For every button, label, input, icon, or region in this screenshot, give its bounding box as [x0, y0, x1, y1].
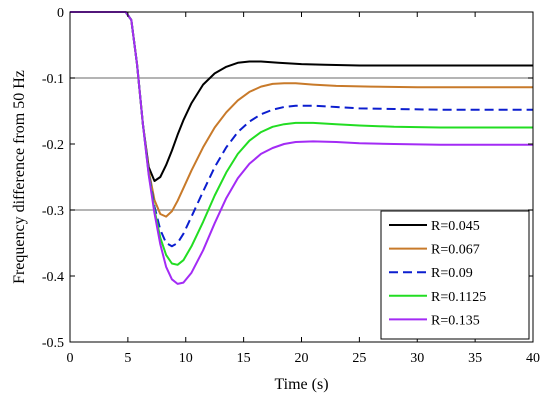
y-tick-label: -0.4	[42, 270, 64, 285]
legend-box	[380, 210, 530, 340]
legend: R=0.045 R=0.067 R=0.09 R=0.1125 R=0.135	[380, 210, 530, 340]
reference-lines	[70, 77, 533, 211]
x-tick-label: 5	[124, 351, 131, 366]
x-tick-label: 30	[410, 351, 424, 366]
x-tick-label: 35	[468, 351, 482, 366]
y-tick-label: 0	[57, 6, 64, 21]
y-axis-label: Frequency difference from 50 Hz	[11, 70, 28, 284]
y-tick-label: -0.5	[42, 336, 64, 351]
legend-entry-label: R=0.045	[431, 219, 480, 234]
x-tick-label: 15	[237, 351, 251, 366]
x-tick-label: 20	[295, 351, 309, 366]
legend-entry-label: R=0.1125	[431, 290, 486, 305]
y-tick-label: -0.3	[42, 204, 64, 219]
x-tick-label: 40	[526, 351, 540, 366]
legend-entry-label: R=0.135	[431, 313, 480, 328]
series-line-1	[70, 11, 533, 218]
legend-entry-label: R=0.09	[431, 266, 473, 281]
axis-ticks: 0 5 10 15 20 25 30 35 40 0 -0.1 -0.2 -0.3 -0.4 -0.5	[42, 6, 540, 366]
x-axis-label: Time (s)	[274, 376, 328, 393]
x-tick-label: 25	[352, 351, 366, 366]
legend-entry-label: R=0.067	[431, 243, 480, 258]
series-lines	[70, 11, 533, 285]
y-tick-label: -0.2	[42, 138, 64, 153]
x-tick-label: 0	[67, 351, 74, 366]
y-tick-label: -0.1	[42, 72, 64, 87]
series-line-4	[70, 11, 533, 285]
x-tick-label: 10	[179, 351, 193, 366]
